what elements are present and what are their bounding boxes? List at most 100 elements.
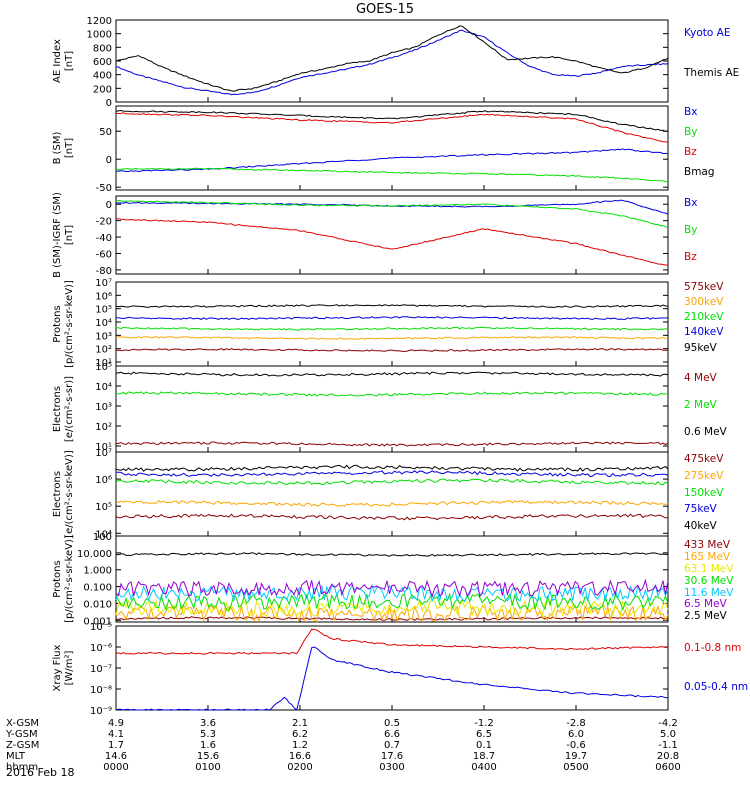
y-tick-label: 10⁴ xyxy=(95,529,112,540)
y-tick-label: 10¹ xyxy=(95,442,112,453)
y-tick-label: 10⁻⁷ xyxy=(90,664,112,675)
series-line xyxy=(115,326,669,331)
x-axis-value: 0100 xyxy=(195,762,220,773)
x-axis-row-label: MLT xyxy=(6,751,26,762)
x-axis-value: 6.0 xyxy=(568,729,584,740)
x-axis-row-label: hhmm xyxy=(6,762,38,773)
x-axis-value: 0600 xyxy=(655,762,680,773)
y-tick-label: 10⁴ xyxy=(95,382,112,393)
panel-frame xyxy=(115,451,669,537)
y-tick-label: 10⁵ xyxy=(95,305,112,316)
x-axis-row-label: Y-GSM xyxy=(5,729,38,740)
panel-1: 0 200 400 600 800 1000 1200 AE Index [nT] Kyoto A… xyxy=(52,16,739,109)
legend-entry: 63.1 MeV xyxy=(684,563,734,575)
y-tick-label: -40 xyxy=(96,233,112,244)
panel-6: 10⁴ 10⁵ 10⁶ 10⁷ Electrons [e/(cm²-s-sr-keV)] 4… xyxy=(52,448,724,540)
x-axis-value: 0200 xyxy=(287,762,312,773)
y-tick-label: 50 xyxy=(99,127,112,138)
legend-entry: 0.6 MeV xyxy=(684,426,728,438)
legend-entry: Bz xyxy=(684,146,697,158)
x-axis-value: 17.6 xyxy=(381,751,403,762)
y-tick-label: 1000 xyxy=(87,30,112,41)
y-tick-label: 100 xyxy=(93,532,112,543)
y-tick-label: 0.100 xyxy=(83,583,112,594)
legend-entry: 0.1-0.8 nm xyxy=(684,642,741,654)
y-axis-label: B (SM) xyxy=(52,131,63,164)
legend-entry: Themis AE xyxy=(683,67,739,79)
y-axis-label: [e/(cm²-s-sr)] xyxy=(64,376,75,442)
series-line xyxy=(115,578,669,598)
series-line xyxy=(115,200,669,229)
y-axis-label: [p/(cm²-s-sr-keV)] xyxy=(64,280,75,368)
panel-7: 0.001 0.010 0.100 1.000 10.000 100 Protons [p/(… xyxy=(52,532,734,627)
legend-entry: 30.6 MeV xyxy=(684,575,734,587)
legend-entry: 75keV xyxy=(684,503,718,515)
x-axis-value: -4.2 xyxy=(658,718,678,729)
legend-entry: Kyoto AE xyxy=(684,27,730,39)
legend-entry: Bmag xyxy=(684,166,715,178)
legend-entry: 2.5 MeV xyxy=(684,610,728,622)
legend-entry: By xyxy=(684,224,697,236)
legend-entry: 275keV xyxy=(684,470,724,482)
series-line xyxy=(115,616,669,621)
x-axis-value: 4.9 xyxy=(108,718,124,729)
panel-frame xyxy=(115,281,669,367)
legend-entry: 0.05-0.4 nm xyxy=(684,681,748,693)
series-line xyxy=(115,109,668,132)
y-axis-label: Electrons xyxy=(52,386,63,432)
x-axis-value: -0.6 xyxy=(566,740,586,751)
legend-entry: 433 MeV xyxy=(684,539,731,551)
series-line xyxy=(115,336,669,340)
x-axis-value: 16.6 xyxy=(289,751,311,762)
series-line xyxy=(115,218,669,266)
legend-entry: Bz xyxy=(684,251,697,263)
x-axis-value: -1.2 xyxy=(474,718,494,729)
y-axis-label: AE Index xyxy=(52,39,63,83)
y-tick-label: 0 xyxy=(106,98,112,109)
y-tick-label: 10³ xyxy=(95,331,112,342)
legend-entry: 2 MeV xyxy=(684,399,718,411)
y-tick-label: 10.000 xyxy=(77,549,112,560)
legend-entry: 575keV xyxy=(684,281,724,293)
series-line xyxy=(115,552,669,557)
x-axis-value: 0000 xyxy=(103,762,128,773)
x-axis-value: 5.3 xyxy=(200,729,216,740)
series-line xyxy=(115,29,669,96)
series-line xyxy=(115,500,669,507)
panel-2: -50 0 50 B (SM) [nT] Bx By Bz Bmag xyxy=(52,105,715,194)
legend-entry: Bx xyxy=(684,197,697,209)
y-axis-label: [e/(cm²-s-sr-keV)] xyxy=(64,450,75,538)
series-line xyxy=(115,583,669,603)
panel-5: 10¹ 10² 10³ 10⁴ 10⁵ Electrons [e/(cm²-s-sr)] 4 … xyxy=(52,362,728,453)
x-axis-value: 6.5 xyxy=(476,729,492,740)
panel-frame xyxy=(115,195,669,275)
y-tick-label: 1200 xyxy=(87,16,112,27)
date-label: 2016 Feb 18 xyxy=(6,766,74,779)
series-line xyxy=(115,478,669,486)
x-axis-value: 0.1 xyxy=(476,740,492,751)
series-line xyxy=(116,371,669,377)
series-line xyxy=(115,148,669,173)
x-axis-value: 19.7 xyxy=(565,751,587,762)
y-tick-label: -60 xyxy=(96,249,112,260)
y-tick-label: 10⁻⁶ xyxy=(90,643,112,654)
series-line xyxy=(115,25,669,92)
series-line xyxy=(115,304,668,308)
y-tick-label: 10⁶ xyxy=(95,291,112,302)
panel-4: 10¹ 10² 10³ 10⁴ 10⁵ 10⁶ 10⁷ Protons [p/(cm²-s-sr… xyxy=(52,278,724,369)
x-axis-value: 1.7 xyxy=(108,740,124,751)
series-line xyxy=(115,513,669,521)
legend-entry: Bx xyxy=(684,106,697,118)
x-axis-value: 0.5 xyxy=(384,718,400,729)
y-tick-label: 10² xyxy=(95,345,112,356)
x-axis-value: 0400 xyxy=(471,762,496,773)
series-line xyxy=(116,316,669,320)
series-line xyxy=(115,464,669,472)
y-tick-label: -20 xyxy=(96,217,112,228)
x-axis-value: -2.8 xyxy=(566,718,586,729)
series-line xyxy=(116,391,669,397)
x-axis-value: 6.6 xyxy=(384,729,400,740)
y-axis-label: [W/m²] xyxy=(64,650,75,685)
series-line xyxy=(115,470,669,478)
